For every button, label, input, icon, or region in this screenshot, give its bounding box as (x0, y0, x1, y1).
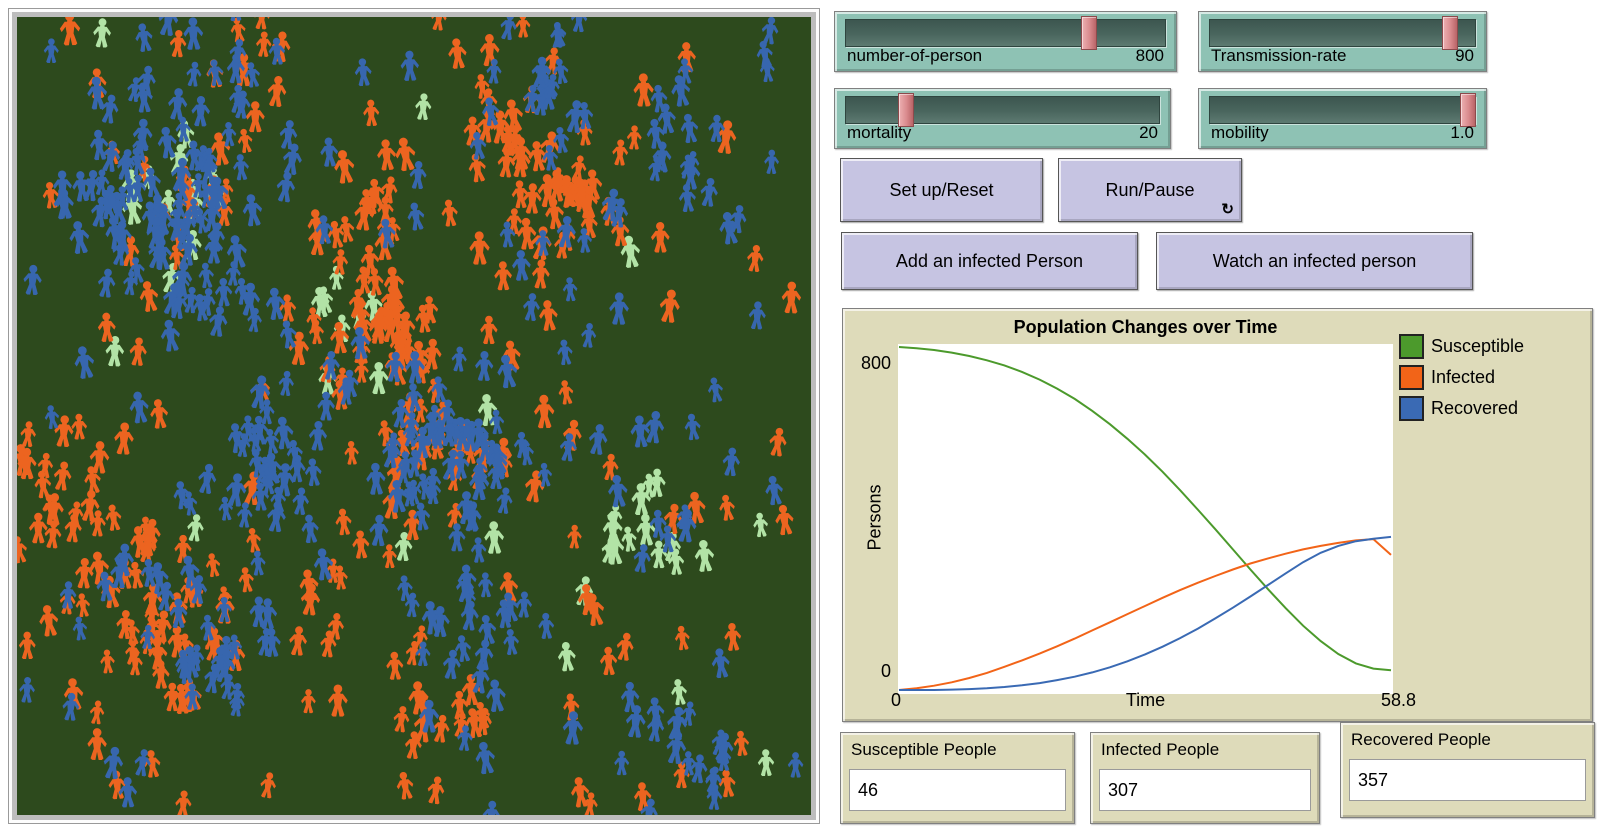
legend-label: Susceptible (1431, 336, 1525, 356)
monitor-recovered-people: Recovered People 357 (1340, 722, 1595, 818)
add-infected-person-button[interactable]: Add an infected Person (841, 232, 1138, 290)
legend-label: Recovered (1431, 398, 1519, 418)
slider-track[interactable] (1209, 16, 1476, 50)
button-label: Set up/Reset (889, 179, 994, 200)
legend-label: Infected (1431, 367, 1496, 387)
run-pause-button[interactable]: Run/Pause ↻ (1058, 158, 1242, 222)
slider-label: mortality (847, 123, 912, 142)
world-view-inner-frame (12, 12, 816, 820)
plot-canvas (898, 346, 1392, 691)
button-label: Watch an infected person (1212, 250, 1417, 271)
slider-thumb[interactable] (1460, 93, 1477, 127)
slider-number-of-person[interactable]: number-of-person 800 (834, 11, 1177, 72)
y-axis-min-tick: 0 (880, 661, 891, 681)
slider-label: number-of-person (847, 46, 983, 65)
y-axis-max-tick: 800 (860, 353, 891, 373)
monitor-value: 46 (849, 769, 1066, 811)
monitor-infected-people: Infected People 307 (1090, 732, 1320, 824)
population-plot: Population Changes over Time 800 0 Perso… (842, 308, 1593, 722)
button-label: Run/Pause (1105, 179, 1195, 200)
legend-item-susceptible: Susceptible (1399, 331, 1524, 362)
slider-mortality[interactable]: mortality 20 (834, 88, 1171, 149)
world-canvas (17, 17, 811, 815)
slider-thumb[interactable] (1441, 16, 1458, 50)
legend-item-infected: Infected (1399, 362, 1524, 393)
y-axis-label: Persons (864, 484, 885, 551)
slider-track[interactable] (1209, 93, 1477, 127)
slider-value: 90 (1455, 46, 1474, 65)
setup-reset-button[interactable]: Set up/Reset (840, 158, 1043, 222)
slider-track[interactable] (845, 16, 1166, 50)
legend-item-recovered: Recovered (1399, 393, 1524, 424)
monitor-susceptible-people: Susceptible People 46 (840, 732, 1075, 824)
legend-swatch-recovered (1399, 396, 1424, 421)
slider-label: mobility (1211, 123, 1269, 142)
monitor-label: Susceptible People (851, 740, 997, 759)
slider-thumb[interactable] (898, 93, 915, 127)
legend-swatch-infected (1399, 365, 1424, 390)
x-axis-max-tick: 58.8 (1381, 690, 1417, 710)
slider-transmission-rate[interactable]: Transmission-rate 90 (1198, 11, 1487, 72)
slider-value: 800 (1135, 46, 1164, 65)
world-view-frame (8, 8, 820, 824)
slider-label: Transmission-rate (1211, 46, 1347, 65)
forever-icon: ↻ (1221, 201, 1234, 218)
plot-area (898, 344, 1393, 694)
monitor-label: Recovered People (1351, 730, 1491, 749)
x-axis-label: Time (1125, 690, 1166, 710)
monitor-label: Infected People (1101, 740, 1220, 759)
monitor-value: 357 (1349, 759, 1586, 801)
watch-infected-person-button[interactable]: Watch an infected person (1156, 232, 1473, 290)
plot-title: Population Changes over Time (1013, 317, 1278, 337)
slider-mobility[interactable]: mobility 1.0 (1198, 88, 1487, 149)
slider-track[interactable] (845, 93, 1160, 127)
button-label: Add an infected Person (895, 250, 1084, 271)
plot-legend: Susceptible Infected Recovered (1399, 331, 1524, 424)
x-axis-min-tick: 0 (891, 690, 902, 710)
monitor-value: 307 (1099, 769, 1311, 811)
slider-value: 1.0 (1450, 123, 1474, 142)
legend-swatch-susceptible (1399, 334, 1424, 359)
slider-value: 20 (1139, 123, 1158, 142)
slider-thumb[interactable] (1081, 16, 1098, 50)
